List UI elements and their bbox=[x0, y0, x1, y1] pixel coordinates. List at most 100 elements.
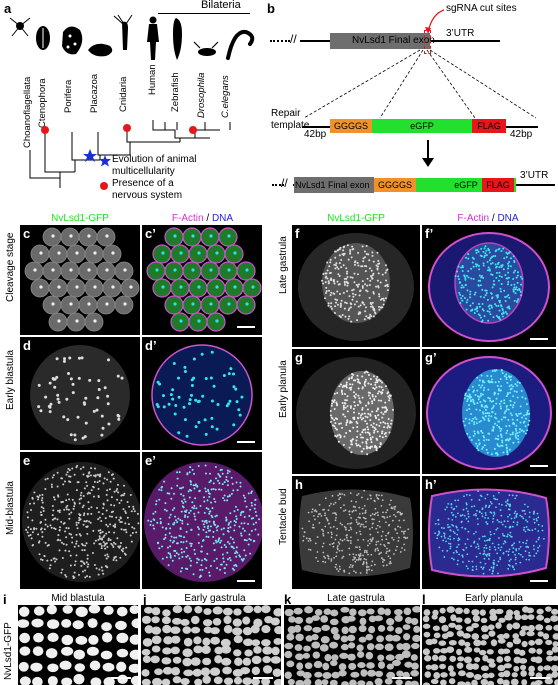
nervous-system-dot-bilateria bbox=[189, 126, 197, 134]
result-dashes bbox=[272, 184, 284, 186]
bottom-title-k: Late gastrula bbox=[327, 593, 385, 604]
c-elegans-icon bbox=[226, 29, 255, 60]
panel-label-h2: h’ bbox=[425, 477, 437, 492]
panel-l-image bbox=[422, 605, 558, 685]
final-exon-label: NvLsd1 Final exon bbox=[352, 35, 435, 46]
cnidaria-icon bbox=[113, 14, 133, 50]
tentacle-bud-merge-nuclei bbox=[434, 490, 545, 575]
panel-g2-merge-image: g’ bbox=[422, 349, 556, 474]
panel-label-e2: e’ bbox=[145, 453, 156, 468]
scale-bar bbox=[237, 580, 255, 582]
bottom-title-l: Early planula bbox=[465, 593, 523, 604]
multicellularity-star-icon bbox=[83, 149, 97, 162]
panel-label-g: g bbox=[295, 350, 303, 365]
sep-text: / bbox=[203, 213, 212, 224]
cleavage-gfp-cells bbox=[24, 227, 140, 332]
panel-label-f: f bbox=[295, 226, 300, 241]
legend-dot-text-1: Presence of a bbox=[112, 178, 174, 189]
repair-template-label-2: template bbox=[271, 120, 310, 131]
panel-g-gfp-image: g bbox=[292, 349, 420, 474]
zoom-nuclei-l bbox=[422, 606, 558, 685]
panel-label-g2: g’ bbox=[425, 350, 437, 365]
panel-label-f2: f’ bbox=[425, 226, 434, 241]
midblastula-merge-nuclei bbox=[147, 464, 261, 579]
choanoflagellate-icon bbox=[9, 17, 31, 37]
stage-label-early-planula: Early planula bbox=[278, 360, 289, 418]
panel-c-gfp-image: c bbox=[20, 225, 140, 335]
bilateria-label: Bilateria bbox=[201, 0, 241, 11]
taxon-human: Human bbox=[147, 64, 158, 95]
late-gastrula-gfp-nuclei bbox=[321, 244, 389, 323]
zoom-nuclei-i bbox=[18, 605, 138, 685]
result-exon-box bbox=[294, 177, 374, 193]
panel-i-image bbox=[18, 605, 138, 685]
legend-star-icon bbox=[99, 155, 111, 167]
placozoa-icon bbox=[88, 43, 113, 57]
locus-break: // bbox=[290, 32, 297, 46]
linker-box: GGGGS bbox=[330, 119, 372, 133]
human-icon bbox=[147, 16, 159, 60]
homology-dashes bbox=[303, 49, 537, 119]
stage-label-tentacle-bud: Tentacle bud bbox=[278, 488, 289, 545]
panel-c2-merge-image: c’ bbox=[142, 225, 262, 335]
panel-label-h: h bbox=[295, 477, 303, 492]
panel-f-gfp-image: f bbox=[292, 225, 420, 347]
left-arm-label: 42bp bbox=[304, 129, 327, 140]
panel-e-gfp-image: e bbox=[20, 452, 140, 589]
early-planula-merge-nuclei bbox=[462, 368, 531, 456]
header-factin-right: F-Actin / DNA bbox=[420, 213, 556, 224]
drosophila-icon bbox=[193, 41, 219, 56]
right-arm-label: 42bp bbox=[510, 129, 533, 140]
result-linker-box: GGGGS bbox=[374, 178, 416, 192]
zebrafish-icon bbox=[173, 18, 182, 60]
result-flag-box: FLAG bbox=[482, 178, 514, 192]
scale-bar bbox=[253, 677, 273, 679]
nervous-system-dot-cnidaria bbox=[123, 124, 131, 132]
panel-j-image bbox=[141, 605, 281, 685]
early-planula-gfp-nuclei bbox=[329, 370, 394, 456]
result-utr-label: 3’UTR bbox=[520, 170, 549, 181]
midblastula-gfp-nuclei bbox=[25, 464, 140, 580]
final-exon-box bbox=[330, 33, 430, 49]
zoom-nuclei-j bbox=[141, 605, 281, 685]
dna-text-right: DNA bbox=[497, 213, 519, 224]
header-gfp-right: NvLsd1-GFP bbox=[327, 213, 385, 224]
cleavage-merge-cells bbox=[146, 227, 262, 332]
locus-dashes bbox=[270, 40, 290, 42]
sep-text-right: / bbox=[489, 213, 498, 224]
sgrna-label: sgRNA cut sites bbox=[446, 3, 517, 14]
legend-star-text: Evolution of animal multicellularity bbox=[112, 154, 197, 177]
bottom-row-label: NvLsd1-GFP bbox=[3, 622, 14, 680]
scale-bar bbox=[392, 677, 412, 679]
flag-box: FLAG bbox=[472, 119, 506, 133]
blastula-gfp-nuclei bbox=[37, 356, 124, 442]
tentacle-bud-gfp-nuclei bbox=[301, 489, 410, 575]
panel-label-d: d bbox=[23, 338, 31, 353]
nervous-system-dot-ctenophora bbox=[41, 126, 49, 134]
bottom-title-j: Early gastrula bbox=[184, 593, 246, 604]
panel-label-a: a bbox=[4, 1, 12, 16]
phylogenetic-tree bbox=[29, 120, 231, 188]
panel-label-e: e bbox=[23, 453, 31, 468]
header-factin-left: F-Actin / DNA bbox=[140, 213, 265, 224]
panel-f2-merge-image: f’ bbox=[422, 225, 556, 347]
bilateria-bar bbox=[158, 13, 250, 14]
ctenophore-icon bbox=[36, 26, 50, 50]
legend-dot-icon bbox=[100, 182, 108, 190]
legend-dot-text-2: nervous system bbox=[112, 190, 183, 201]
panel-d2-merge-image: d’ bbox=[142, 337, 262, 450]
down-arrow-icon bbox=[422, 140, 434, 167]
panel-k-image bbox=[284, 605, 420, 685]
header-gfp-left: NvLsd1-GFP bbox=[51, 213, 109, 224]
panel-label-c: c bbox=[23, 226, 31, 241]
organism-icons bbox=[9, 14, 255, 60]
scale-bar bbox=[237, 326, 255, 328]
panel-label-l: l bbox=[422, 592, 426, 607]
panel-label-d2: d’ bbox=[145, 338, 157, 353]
panel-h2-merge-image: h’ bbox=[422, 476, 556, 589]
result-exon-label: NvLsd1 Final exon bbox=[295, 180, 370, 190]
stage-label-late-gastrula: Late gastrula bbox=[278, 236, 289, 294]
stage-label-cleavage: Cleavage stage bbox=[5, 232, 16, 303]
scale-bar bbox=[530, 580, 548, 582]
panel-e2-merge-image: e’ bbox=[142, 452, 262, 589]
